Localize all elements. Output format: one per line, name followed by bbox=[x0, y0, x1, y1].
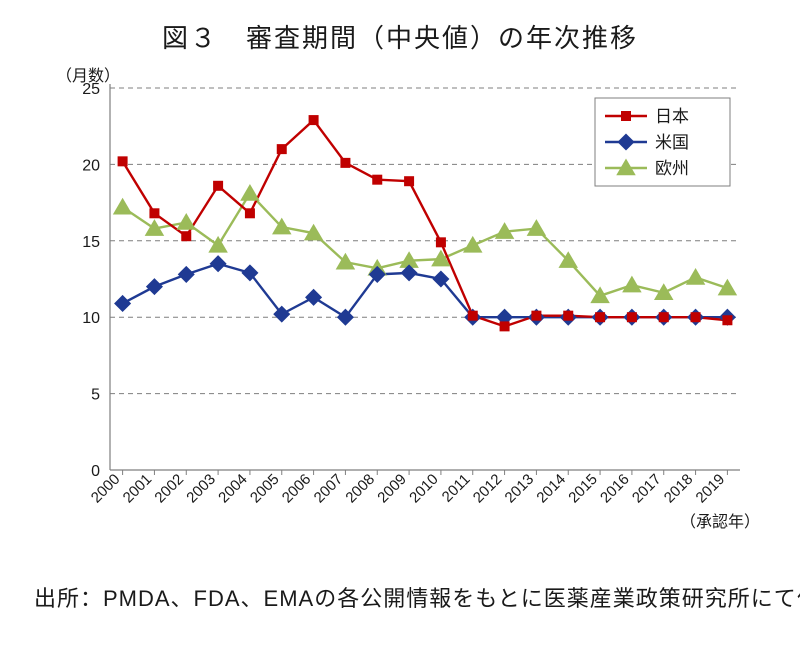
svg-text:15: 15 bbox=[82, 234, 100, 251]
svg-text:日本: 日本 bbox=[655, 107, 689, 126]
line-chart: 0510152025200020012002200320042005200620… bbox=[40, 60, 760, 540]
chart-title: 図３ 審査期間（中央値）の年次推移 bbox=[0, 0, 800, 55]
source-note: 出所：PMDA、FDA、EMAの各公開情報をもとに医薬産業政策研究所にて作成 bbox=[34, 582, 800, 615]
svg-text:0: 0 bbox=[91, 463, 100, 480]
svg-text:20: 20 bbox=[82, 157, 100, 174]
svg-text:欧州: 欧州 bbox=[655, 159, 689, 178]
svg-text:10: 10 bbox=[82, 310, 100, 327]
chart-area: （月数） 05101520252000200120022003200420052… bbox=[40, 60, 760, 540]
y-axis-unit: （月数） bbox=[56, 62, 120, 86]
x-axis-unit: （承認年） bbox=[680, 508, 760, 532]
svg-text:米国: 米国 bbox=[655, 133, 689, 152]
svg-text:5: 5 bbox=[91, 387, 100, 404]
